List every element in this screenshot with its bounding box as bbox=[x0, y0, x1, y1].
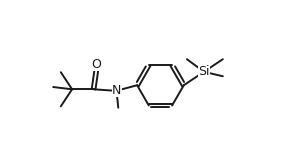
Text: Si: Si bbox=[198, 65, 210, 78]
Text: N: N bbox=[112, 84, 122, 97]
Text: O: O bbox=[91, 58, 101, 71]
